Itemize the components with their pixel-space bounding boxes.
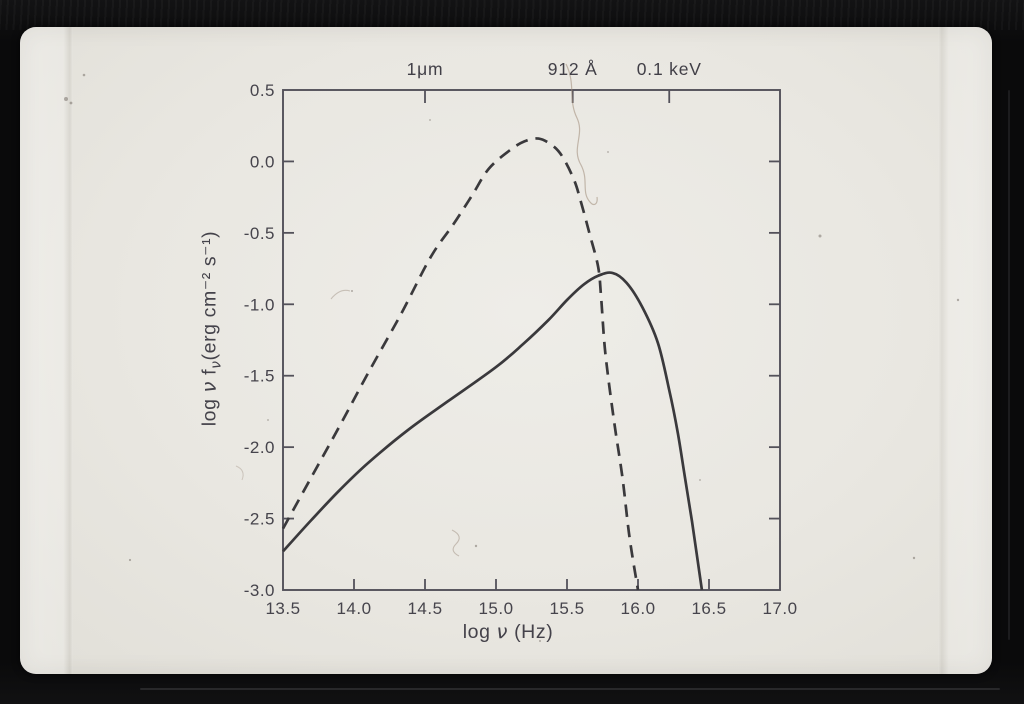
y-tick-label: -0.5 (244, 224, 275, 243)
hair-scratch (565, 63, 598, 206)
plot-border (282, 89, 781, 591)
y-tick-label: -2.0 (244, 438, 275, 457)
y-tick-label: -3.0 (244, 581, 275, 600)
plot-layer: 13.5 14.0 14.5 15.0 15.5 16.0 16.5 17.0 0.5 0.0 -0… (244, 81, 797, 618)
solid-curve (281, 271, 704, 591)
x-axis-title: log ν (Hz) (463, 620, 554, 644)
hair-scratch-small (330, 289, 351, 300)
y-tick-label: -1.0 (244, 295, 275, 314)
y-tick-label: 0.5 (250, 81, 275, 100)
x-tick-label: 15.0 (478, 599, 513, 618)
dashed-curve (281, 137, 640, 591)
x-tick-label: 14.5 (407, 599, 442, 618)
hair-scratch-small (235, 465, 244, 481)
y-title-text: log ν fν(erg cm⁻² s⁻¹) (197, 230, 225, 427)
x-title-text: log ν (Hz) (462, 620, 554, 643)
top-axis-label: 912 Å (547, 59, 598, 79)
x-tick-label: 17.0 (762, 599, 797, 618)
dust-specks (64, 73, 960, 642)
slide-photo (20, 27, 992, 674)
dust-and-scratches (64, 63, 960, 642)
x-tick-label: 16.0 (620, 599, 655, 618)
y-tick-label: -1.5 (244, 367, 275, 386)
frame-edge-highlight-bottom (140, 688, 1000, 690)
top-axis-label: 0.1 keV (636, 59, 702, 79)
x-tick-label: 14.0 (336, 599, 371, 618)
frame-edge-highlight-right (1008, 90, 1010, 640)
y-axis-title: log ν fν(erg cm⁻² s⁻¹) (197, 79, 230, 579)
hair-scratch-small (451, 529, 460, 557)
x-tick-label: 16.5 (691, 599, 726, 618)
top-axis-label: 1μm (406, 59, 444, 79)
y-tick-label: 0.0 (250, 152, 275, 171)
x-tick-label: 15.5 (549, 599, 584, 618)
y-tick-label: -2.5 (244, 510, 275, 529)
x-tick-label: 13.5 (265, 599, 300, 618)
